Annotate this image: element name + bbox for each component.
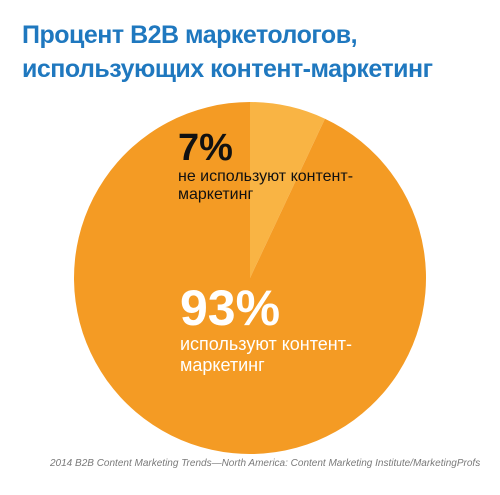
pie-slice-not-using <box>250 102 325 278</box>
chart-title: Процент B2B маркетологов, использующих к… <box>22 18 482 86</box>
chart-title-line-2: использующих контент-маркетинг <box>22 55 433 83</box>
pie-slice-using <box>74 102 427 454</box>
chart-title-line-1: Процент B2B маркетологов, <box>22 21 358 49</box>
value-label-not-using: 7% <box>178 127 233 169</box>
value-label-using: 93% <box>180 280 281 336</box>
slice-label-not-using: 7% не используют контент-маркетинг <box>178 128 358 204</box>
category-label-using: используют контент-маркетинг <box>180 334 352 375</box>
slice-label-using: 93% используют контент-маркетинг <box>180 282 380 376</box>
category-label-not-using: не используют контент-маркетинг <box>178 168 354 203</box>
source-note: 2014 B2B Content Marketing Trends—North … <box>50 458 481 469</box>
